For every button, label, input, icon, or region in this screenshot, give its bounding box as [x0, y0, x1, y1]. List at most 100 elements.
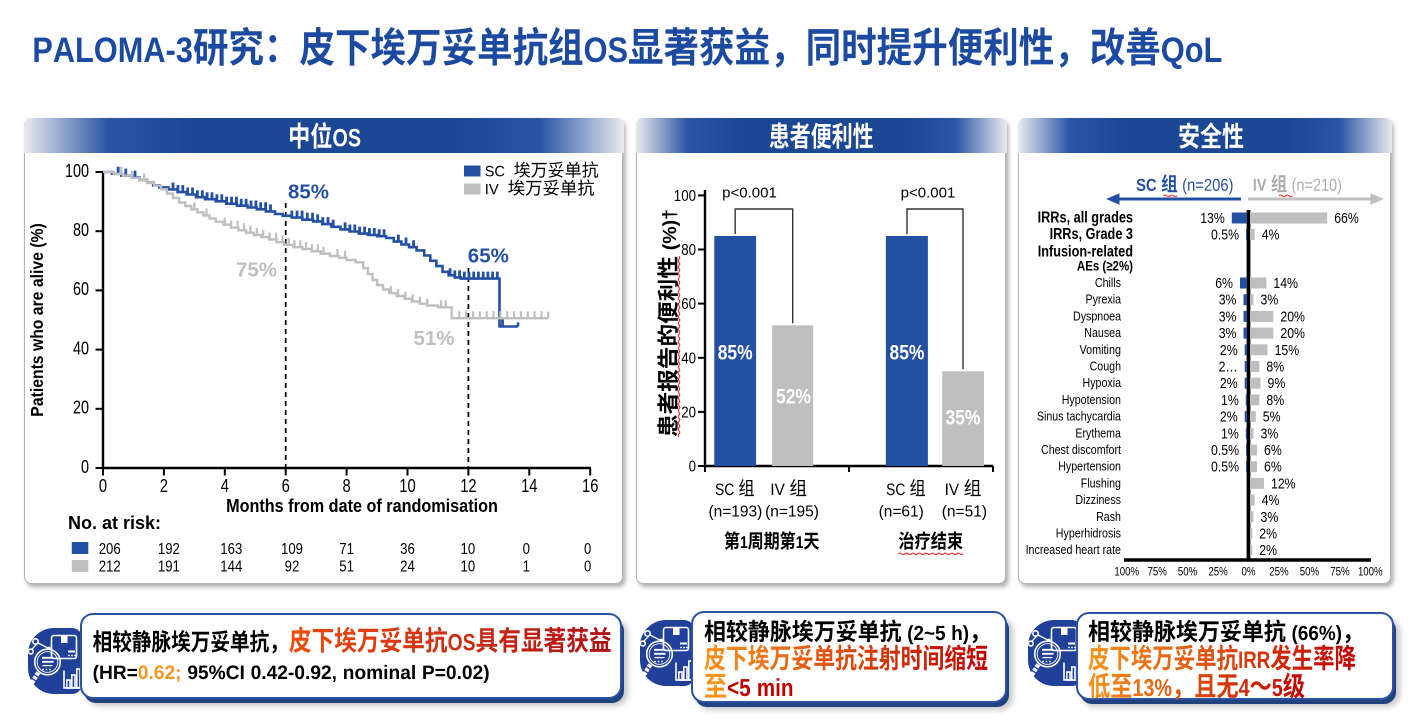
- svg-text:Hyperhidrosis: Hyperhidrosis: [1055, 525, 1121, 540]
- svg-text:3%: 3%: [1218, 291, 1236, 308]
- svg-text:Cough: Cough: [1089, 358, 1120, 373]
- svg-text:5%: 5%: [1262, 408, 1280, 425]
- svg-text:60: 60: [681, 296, 696, 313]
- svg-text:51%: 51%: [413, 327, 454, 350]
- svg-text:109: 109: [281, 541, 303, 558]
- svg-text:Sinus tachycardia: Sinus tachycardia: [1036, 408, 1121, 423]
- svg-text:2%: 2%: [1219, 375, 1237, 392]
- svg-text:p<0.001: p<0.001: [900, 184, 955, 201]
- svg-text:191: 191: [157, 558, 179, 575]
- svg-text:20%: 20%: [1280, 325, 1305, 342]
- svg-text:65%: 65%: [467, 244, 508, 267]
- svg-text:100: 100: [673, 187, 695, 204]
- svg-text:92: 92: [284, 558, 299, 575]
- svg-text:80: 80: [681, 242, 696, 259]
- svg-text:2%: 2%: [1259, 525, 1277, 542]
- svg-text:0%: 0%: [1241, 564, 1255, 578]
- svg-text:Months from date of randomisat: Months from date of randomisation: [226, 496, 498, 516]
- svg-text:Increased heart rate: Increased heart rate: [1025, 542, 1120, 557]
- svg-text:Infusion-related: Infusion-related: [1037, 243, 1132, 260]
- svg-text:40: 40: [73, 338, 89, 358]
- svg-text:9%: 9%: [1267, 375, 1285, 392]
- svg-text:14: 14: [521, 476, 537, 496]
- svg-text:Erythema: Erythema: [1075, 425, 1121, 440]
- svg-text:144: 144: [220, 558, 242, 575]
- svg-text:206: 206: [98, 541, 120, 558]
- svg-text:Chills: Chills: [1094, 275, 1120, 290]
- svg-text:20: 20: [681, 404, 696, 421]
- svg-text:IRRs, Grade 3: IRRs, Grade 3: [1049, 226, 1133, 243]
- svg-text:12: 12: [460, 476, 476, 496]
- svg-text:20: 20: [73, 397, 89, 417]
- svg-text:Nausea: Nausea: [1084, 325, 1121, 340]
- svg-text:2…: 2…: [1218, 358, 1237, 375]
- svg-text:10: 10: [399, 476, 415, 496]
- svg-text:p<0.001: p<0.001: [722, 184, 777, 201]
- svg-text:40: 40: [681, 350, 696, 367]
- svg-text:0: 0: [584, 558, 592, 575]
- svg-text:0: 0: [688, 458, 695, 475]
- svg-text:0: 0: [522, 541, 530, 558]
- svg-text:13%: 13%: [1200, 210, 1225, 227]
- svg-text:80: 80: [73, 220, 89, 240]
- svg-text:Dizziness: Dizziness: [1075, 492, 1121, 507]
- svg-text:0: 0: [81, 456, 89, 476]
- svg-text:2%: 2%: [1219, 408, 1237, 425]
- svg-text:16: 16: [582, 476, 598, 496]
- svg-text:75%: 75%: [1330, 564, 1350, 578]
- svg-text:52%: 52%: [776, 384, 811, 408]
- svg-text:3%: 3%: [1260, 291, 1278, 308]
- svg-text:25%: 25%: [1269, 564, 1289, 578]
- svg-text:Pyrexia: Pyrexia: [1085, 291, 1121, 306]
- svg-text:8%: 8%: [1266, 358, 1284, 375]
- svg-text:51: 51: [339, 558, 354, 575]
- svg-text:3%: 3%: [1260, 425, 1278, 442]
- svg-text:AEs (≥2%): AEs (≥2%): [1076, 257, 1132, 273]
- svg-text:2%: 2%: [1259, 542, 1277, 559]
- svg-text:75%: 75%: [1147, 564, 1167, 578]
- svg-text:Chest discomfort: Chest discomfort: [1041, 442, 1121, 457]
- svg-text:Flushing: Flushing: [1080, 475, 1120, 490]
- svg-text:6: 6: [281, 476, 289, 496]
- svg-text:(n=51): (n=51): [941, 503, 986, 520]
- svg-text:3%: 3%: [1218, 308, 1236, 325]
- svg-text:3%: 3%: [1260, 508, 1278, 525]
- svg-text:Rash: Rash: [1096, 508, 1121, 523]
- svg-text:4%: 4%: [1261, 226, 1279, 243]
- svg-text:No. at risk:: No. at risk:: [68, 513, 161, 533]
- svg-text:192: 192: [157, 541, 179, 558]
- svg-text:71: 71: [339, 541, 354, 558]
- svg-text:212: 212: [98, 558, 120, 575]
- svg-text:60: 60: [73, 279, 89, 299]
- svg-text:0: 0: [98, 476, 106, 496]
- svg-text:100%: 100%: [1114, 564, 1139, 578]
- svg-text:12%: 12%: [1271, 475, 1296, 492]
- svg-text:36: 36: [400, 541, 415, 558]
- svg-text:IRRs, all grades: IRRs, all grades: [1037, 209, 1132, 226]
- svg-text:10: 10: [460, 558, 475, 575]
- svg-text:1: 1: [522, 558, 529, 575]
- svg-text:163: 163: [220, 541, 242, 558]
- svg-text:6%: 6%: [1215, 275, 1233, 292]
- svg-text:10: 10: [460, 541, 475, 558]
- svg-text:4%: 4%: [1261, 492, 1279, 509]
- svg-text:8%: 8%: [1266, 391, 1284, 408]
- svg-text:35%: 35%: [945, 405, 980, 429]
- svg-text:0.5%: 0.5%: [1211, 226, 1239, 243]
- svg-text:(n=61): (n=61): [878, 503, 923, 520]
- svg-text:6%: 6%: [1264, 458, 1282, 475]
- svg-text:50%: 50%: [1299, 564, 1319, 578]
- svg-text:75%: 75%: [236, 258, 277, 281]
- svg-text:Dyspnoea: Dyspnoea: [1073, 308, 1122, 323]
- svg-text:24: 24: [400, 558, 415, 575]
- svg-text:0: 0: [584, 541, 592, 558]
- svg-text:3%: 3%: [1218, 325, 1236, 342]
- svg-text:100%: 100%: [1357, 564, 1382, 578]
- svg-text:Hypotension: Hypotension: [1061, 391, 1120, 406]
- svg-text:2%: 2%: [1219, 341, 1237, 358]
- svg-text:2: 2: [159, 476, 167, 496]
- svg-text:1%: 1%: [1221, 425, 1239, 442]
- svg-text:100: 100: [65, 160, 89, 180]
- svg-text:15%: 15%: [1274, 341, 1299, 358]
- svg-text:14%: 14%: [1273, 275, 1298, 292]
